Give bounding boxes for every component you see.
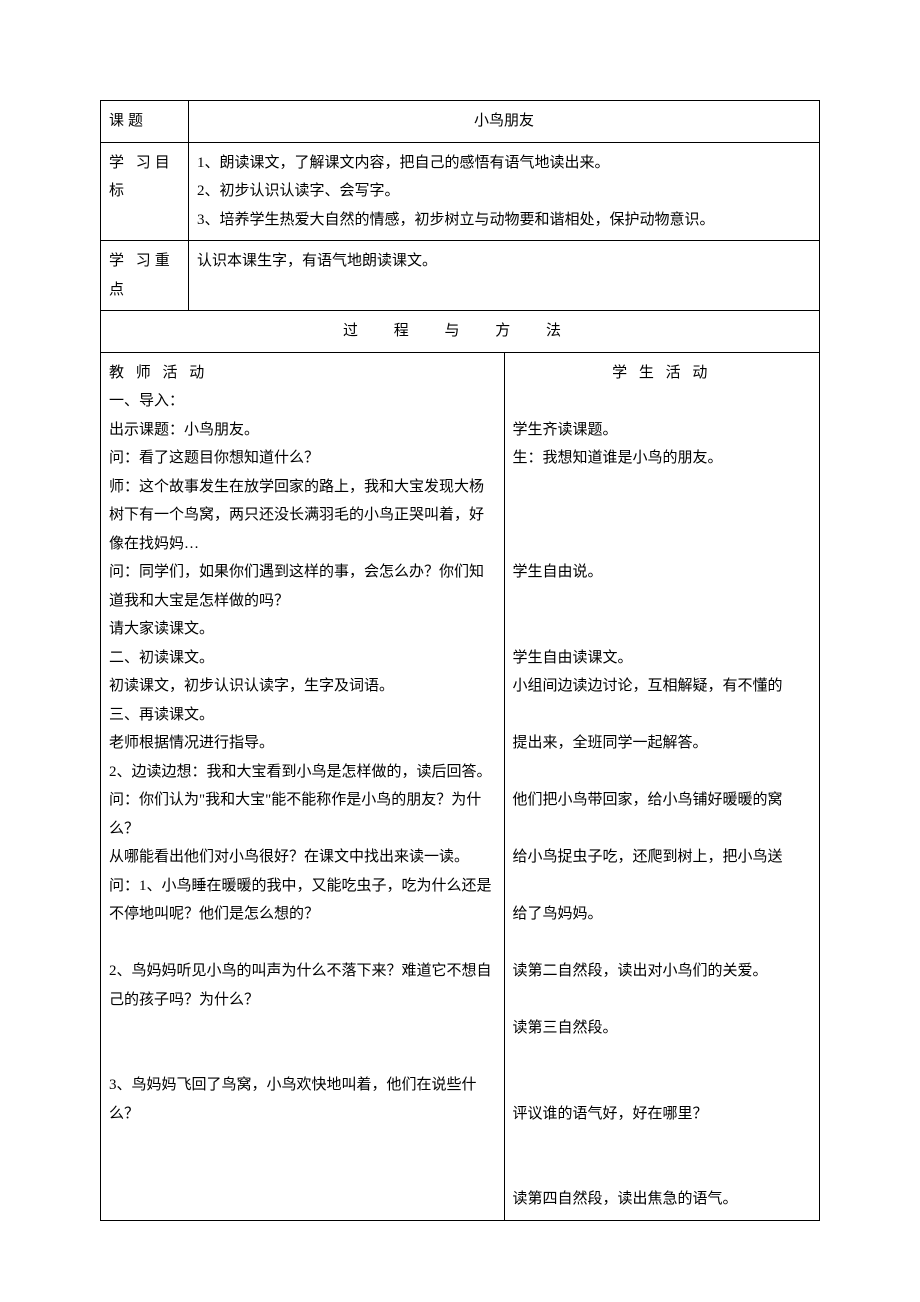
teacher-line: 问：1、小鸟睡在暖暖的我中，又能吃虫子，吃为什么还是不停地叫呢？他们是怎么想的？ — [109, 872, 496, 929]
row-activities: 教 师 活 动 一、导入：出示课题：小鸟朋友。问：看了这题目你想知道什么？师：这… — [101, 352, 820, 1220]
student-line: 读第四自然段，读出焦急的语气。 — [513, 1185, 812, 1214]
student-line — [513, 387, 812, 416]
student-line — [513, 1128, 812, 1157]
teacher-lines: 一、导入：出示课题：小鸟朋友。问：看了这题目你想知道什么？师：这个故事发生在放学… — [109, 387, 496, 1128]
student-line — [513, 872, 812, 901]
student-line: 生：我想知道谁是小鸟的朋友。 — [513, 444, 812, 473]
student-line — [513, 473, 812, 502]
student-lines: 学生齐读课题。生：我想知道谁是小鸟的朋友。 学生自由说。 学生自由读课文。小组间… — [513, 387, 812, 1214]
row-objectives: 学 习目 标 1、朗读课文，了解课文内容，把自己的感悟有语气地读出来。 2、初步… — [101, 142, 820, 241]
teacher-line — [109, 929, 496, 958]
section-title: 过 程 与 方 法 — [101, 311, 820, 353]
row-topic: 课题 小鸟朋友 — [101, 101, 820, 143]
row-section-header: 过 程 与 方 法 — [101, 311, 820, 353]
teacher-line: 3、鸟妈妈飞回了鸟窝，小鸟欢快地叫着，他们在说些什么？ — [109, 1071, 496, 1128]
student-line — [513, 501, 812, 530]
lesson-plan-table: 课题 小鸟朋友 学 习目 标 1、朗读课文，了解课文内容，把自己的感悟有语气地读… — [100, 100, 820, 1221]
student-line — [513, 815, 812, 844]
student-line: 小组间边读边讨论，互相解疑，有不懂的 — [513, 672, 812, 701]
teacher-line: 二、初读课文。 — [109, 644, 496, 673]
student-line: 学生自由读课文。 — [513, 644, 812, 673]
teacher-line — [109, 1014, 496, 1043]
student-line: 评议谁的语气好，好在哪里？ — [513, 1100, 812, 1129]
objective-1: 1、朗读课文，了解课文内容，把自己的感悟有语气地读出来。 — [197, 149, 811, 178]
keypoint-value: 认识本课生字，有语气地朗读课文。 — [189, 241, 820, 311]
teacher-line: 请大家读课文。 — [109, 615, 496, 644]
student-activity-cell: 学 生 活 动 学生齐读课题。生：我想知道谁是小鸟的朋友。 学生自由说。 学生自… — [504, 352, 820, 1220]
student-line — [513, 1157, 812, 1186]
student-line: 给小鸟捉虫子吃，还爬到树上，把小鸟送 — [513, 843, 812, 872]
student-line — [513, 1043, 812, 1072]
student-header: 学 生 活 动 — [513, 359, 812, 388]
teacher-header: 教 师 活 动 — [109, 359, 496, 388]
student-line: 读第三自然段。 — [513, 1014, 812, 1043]
student-line: 提出来，全班同学一起解答。 — [513, 729, 812, 758]
objective-2: 2、初步认识认读字、会写字。 — [197, 177, 811, 206]
student-line: 学生自由说。 — [513, 558, 812, 587]
teacher-line: 问：看了这题目你想知道什么？ — [109, 444, 496, 473]
objectives-cell: 1、朗读课文，了解课文内容，把自己的感悟有语气地读出来。 2、初步认识认读字、会… — [189, 142, 820, 241]
teacher-line: 出示课题：小鸟朋友。 — [109, 416, 496, 445]
topic-value: 小鸟朋友 — [189, 101, 820, 143]
teacher-line: 三、再读课文。 — [109, 701, 496, 730]
student-line — [513, 929, 812, 958]
student-line: 读第二自然段，读出对小鸟们的关爱。 — [513, 957, 812, 986]
lesson-plan-document: 课题 小鸟朋友 学 习目 标 1、朗读课文，了解课文内容，把自己的感悟有语气地读… — [100, 100, 820, 1221]
teacher-line: 从哪能看出他们对小鸟很好？在课文中找出来读一读。 — [109, 843, 496, 872]
student-line: 学生齐读课题。 — [513, 416, 812, 445]
keypoint-label: 学 习重 点 — [101, 241, 189, 311]
teacher-activity-cell: 教 师 活 动 一、导入：出示课题：小鸟朋友。问：看了这题目你想知道什么？师：这… — [101, 352, 505, 1220]
teacher-line: 问：同学们，如果你们遇到这样的事，会怎么办？你们知道我和大宝是怎样做的吗？ — [109, 558, 496, 615]
teacher-line: 2、边读边想：我和大宝看到小鸟是怎样做的，读后回答。 — [109, 758, 496, 787]
teacher-line: 问：你们认为"我和大宝"能不能称作是小鸟的朋友？为什么？ — [109, 786, 496, 843]
student-line — [513, 1071, 812, 1100]
row-keypoint: 学 习重 点 认识本课生字，有语气地朗读课文。 — [101, 241, 820, 311]
teacher-line: 一、导入： — [109, 387, 496, 416]
teacher-line: 师：这个故事发生在放学回家的路上，我和大宝发现大杨树下有一个鸟窝，两只还没长满羽… — [109, 473, 496, 559]
student-line — [513, 615, 812, 644]
student-line — [513, 530, 812, 559]
student-line: 给了鸟妈妈。 — [513, 900, 812, 929]
topic-label: 课题 — [101, 101, 189, 143]
student-line — [513, 701, 812, 730]
student-line — [513, 986, 812, 1015]
objectives-label: 学 习目 标 — [101, 142, 189, 241]
teacher-line: 2、鸟妈妈听见小鸟的叫声为什么不落下来？难道它不想自己的孩子吗？为什么？ — [109, 957, 496, 1014]
teacher-line: 老师根据情况进行指导。 — [109, 729, 496, 758]
objective-3: 3、培养学生热爱大自然的情感，初步树立与动物要和谐相处，保护动物意识。 — [197, 206, 811, 235]
student-line — [513, 587, 812, 616]
student-line — [513, 758, 812, 787]
student-line: 他们把小鸟带回家，给小鸟铺好暖暖的窝 — [513, 786, 812, 815]
teacher-line — [109, 1043, 496, 1072]
teacher-line: 初读课文，初步认识认读字，生字及词语。 — [109, 672, 496, 701]
